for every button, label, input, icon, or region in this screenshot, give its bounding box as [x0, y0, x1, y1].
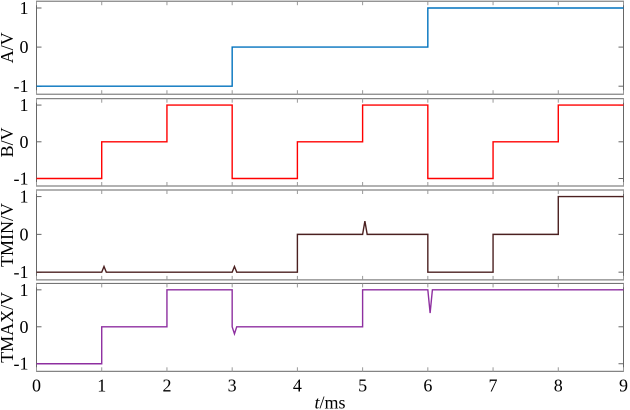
svg-text:3: 3: [228, 375, 237, 395]
svg-text:-1: -1: [14, 76, 29, 96]
svg-text:1: 1: [20, 280, 29, 300]
svg-text:0: 0: [20, 37, 29, 57]
svg-text:1: 1: [20, 187, 29, 207]
svg-text:t/ms: t/ms: [314, 392, 345, 410]
svg-text:8: 8: [554, 375, 563, 395]
svg-text:6: 6: [423, 375, 432, 395]
svg-text:1: 1: [20, 0, 29, 18]
svg-text:A/V: A/V: [0, 32, 17, 63]
svg-text:TMAX/V: TMAX/V: [0, 292, 17, 363]
svg-text:5: 5: [358, 375, 367, 395]
svg-text:-1: -1: [14, 168, 29, 188]
svg-text:9: 9: [619, 375, 628, 395]
svg-text:0: 0: [32, 375, 41, 395]
svg-text:B/V: B/V: [0, 127, 17, 157]
svg-text:0: 0: [20, 224, 29, 244]
svg-text:7: 7: [489, 375, 498, 395]
svg-text:4: 4: [293, 375, 302, 395]
svg-text:0: 0: [20, 132, 29, 152]
svg-text:0: 0: [20, 317, 29, 337]
svg-text:1: 1: [97, 375, 106, 395]
svg-text:1: 1: [20, 95, 29, 115]
svg-text:TMIN/V: TMIN/V: [0, 203, 17, 267]
svg-text:2: 2: [162, 375, 171, 395]
